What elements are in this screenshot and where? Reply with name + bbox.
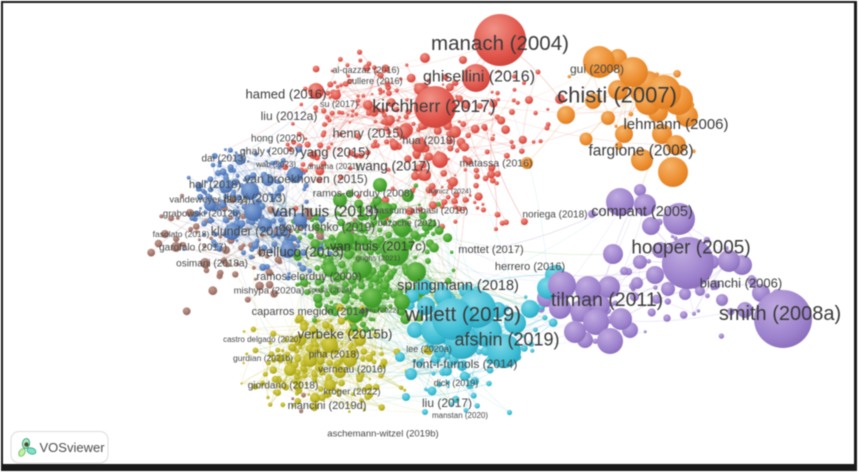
svg-text:su (2017): su (2017) [320,99,358,109]
svg-text:grabowski (2012b): grabowski (2012b) [163,208,241,219]
svg-text:hall (2018): hall (2018) [189,179,241,191]
svg-text:VOSviewer: VOSviewer [40,440,106,455]
svg-text:hua (2019): hua (2019) [402,135,455,147]
svg-text:font-i-furnols (2014): font-i-furnols (2014) [413,357,518,371]
svg-text:govorushko (2019): govorushko (2019) [279,222,375,234]
svg-text:willett (2019): willett (2019) [404,303,521,326]
svg-text:herrero (2016): herrero (2016) [495,261,565,273]
svg-text:verneau (2016): verneau (2016) [318,365,386,376]
svg-text:cullere (2016): cullere (2016) [347,76,402,86]
svg-text:hooper (2005): hooper (2005) [631,238,750,259]
svg-text:afshin (2019): afshin (2019) [454,329,559,349]
svg-text:gui (2008): gui (2008) [570,62,624,76]
svg-text:dick (2019): dick (2019) [434,378,479,388]
svg-text:spasa (2024): spasa (2024) [308,286,352,295]
svg-text:compant (2005): compant (2005) [591,204,693,220]
svg-text:osimani (2018a): osimani (2018a) [176,259,248,270]
svg-text:amu (2022): amu (2022) [361,306,400,315]
svg-text:castro delgado (2020): castro delgado (2020) [223,335,301,344]
svg-text:chisti (2007): chisti (2007) [557,83,677,108]
svg-text:lehmann (2006): lehmann (2006) [623,116,728,133]
svg-text:manstan (2020): manstan (2020) [432,411,488,420]
svg-text:tabassum-abbasi (2016): tabassum-abbasi (2016) [366,205,468,216]
svg-text:gurdian (2021b): gurdian (2021b) [233,353,293,363]
svg-text:matassa (2016): matassa (2016) [460,158,533,170]
svg-text:liu (2017): liu (2017) [422,396,472,410]
svg-text:liu (2012a): liu (2012a) [261,109,318,123]
svg-text:wab (2023): wab (2023) [255,160,296,169]
svg-text:kirchherr (2017): kirchherr (2017) [372,96,496,116]
svg-text:springmann (2018): springmann (2018) [397,278,519,294]
svg-text:mottet (2017): mottet (2017) [458,244,523,256]
svg-text:giordano (2018): giordano (2018) [248,381,319,392]
svg-text:tilman (2011): tilman (2011) [551,289,663,311]
svg-text:bazoche (2021): bazoche (2021) [378,218,441,228]
svg-text:gnghs (2021): gnghs (2021) [356,254,401,263]
svg-text:hanicz (2024): hanicz (2024) [429,188,471,195]
svg-text:noriega (2018): noriega (2018) [522,210,587,221]
svg-text:van broekhoven (2015): van broekhoven (2015) [244,172,367,186]
svg-text:belluco (2013): belluco (2013) [258,245,344,260]
svg-text:anusha (2021): anusha (2021) [307,162,359,171]
svg-text:van huis (2013): van huis (2013) [272,203,379,220]
svg-text:al-qazzaz (2016): al-qazzaz (2016) [332,65,399,75]
svg-text:dai (2013): dai (2013) [201,154,246,165]
svg-text:garofalo (2017): garofalo (2017) [159,243,227,254]
svg-text:vandeweyer (2021): vandeweyer (2021) [169,194,250,205]
svg-text:ghisellini (2016): ghisellini (2016) [423,69,535,86]
svg-text:ghaly (2009): ghaly (2009) [240,146,298,158]
svg-text:smith (2008a): smith (2008a) [719,303,841,325]
svg-text:fargione (2008): fargione (2008) [588,142,693,159]
svg-text:caparros megido (2014): caparros megido (2014) [252,306,369,318]
svg-text:piha (2018): piha (2018) [309,350,360,361]
svg-text:mancini (2019d): mancini (2019d) [288,400,367,412]
svg-text:henry (2015): henry (2015) [333,126,404,140]
svg-text:wang (2017): wang (2017) [354,159,430,174]
svg-text:lee (2020a): lee (2020a) [406,344,452,354]
svg-text:manach (2004): manach (2004) [431,32,569,55]
svg-text:liu yj (2013): liu yj (2013) [224,191,286,205]
svg-text:kröger (2022): kröger (2022) [323,386,380,397]
svg-text:mishypa (2020a): mishypa (2020a) [234,285,305,296]
svg-text:hamed (2016): hamed (2016) [246,87,327,102]
svg-text:ramos-elorduy (2008): ramos-elorduy (2008) [313,188,413,200]
svg-text:verbeke (2015b): verbeke (2015b) [298,327,393,342]
svg-text:ramos-elorduy (2009): ramos-elorduy (2009) [256,271,361,283]
svg-text:van huis (2017c): van huis (2017c) [330,239,426,254]
svg-text:yang (2015): yang (2015) [300,145,369,160]
svg-text:bianchi (2006): bianchi (2006) [700,276,782,291]
svg-text:klunder (2012): klunder (2012) [211,224,292,238]
svg-text:aschemann-witzel (2019b): aschemann-witzel (2019b) [327,428,438,439]
svg-text:fasolato (2018): fasolato (2018) [153,229,210,239]
svg-text:hong (2020): hong (2020) [251,134,305,145]
